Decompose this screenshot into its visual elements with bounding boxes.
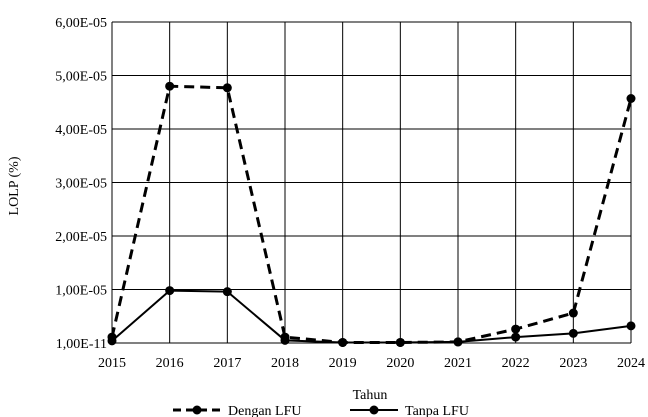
x-tick-label: 2023 xyxy=(559,356,587,371)
data-point xyxy=(626,321,636,331)
y-tick-label: 6,00E-05 xyxy=(55,16,107,31)
data-point xyxy=(107,336,117,346)
series-dengan-lfu xyxy=(107,81,636,347)
data-point xyxy=(511,324,521,334)
x-tick-label: 2020 xyxy=(386,356,414,371)
data-point xyxy=(453,337,463,347)
x-tick-label: 2017 xyxy=(213,356,241,371)
y-axis-ticks: 1,00E-11 1,00E-05 2,00E-05 3,00E-05 4,00E-05… xyxy=(55,16,107,352)
x-tick-label: 2024 xyxy=(617,356,645,371)
data-point xyxy=(338,337,348,347)
x-tick-label: 2018 xyxy=(271,356,299,371)
y-axis-title: LOLP (%) xyxy=(7,156,22,215)
x-tick-label: 2016 xyxy=(156,356,184,371)
x-tick-label: 2022 xyxy=(502,356,530,371)
y-tick-label: 1,00E-05 xyxy=(55,284,107,299)
chart-grid xyxy=(111,21,632,344)
x-tick-label: 2019 xyxy=(329,356,357,371)
legend-item-tanpa-lfu: Tanpa LFU xyxy=(350,404,469,417)
data-point xyxy=(568,308,578,318)
data-point xyxy=(222,287,232,297)
legend: Dengan LFU Tanpa LFU xyxy=(173,404,469,417)
series-lines xyxy=(107,81,636,347)
x-tick-label: 2015 xyxy=(98,356,126,371)
legend-label-tanpa-lfu: Tanpa LFU xyxy=(405,404,469,417)
y-tick-label: 1,00E-11 xyxy=(56,337,107,352)
legend-item-dengan-lfu: Dengan LFU xyxy=(173,404,302,417)
y-tick-label: 5,00E-05 xyxy=(55,70,107,85)
legend-label-dengan-lfu: Dengan LFU xyxy=(228,404,302,417)
x-tick-label: 2021 xyxy=(444,356,472,371)
y-tick-label: 4,00E-05 xyxy=(55,123,107,138)
x-axis-ticks: 2015 2016 2017 2018 2019 2020 2021 2022 2023 2024 xyxy=(98,356,645,371)
legend-marker-tanpa-lfu xyxy=(369,405,379,415)
data-point xyxy=(511,332,521,342)
x-axis-title: Tahun xyxy=(353,388,388,403)
series-tanpa-lfu xyxy=(107,286,636,347)
data-point xyxy=(165,286,175,296)
data-point xyxy=(626,94,636,104)
data-point xyxy=(395,337,405,347)
data-point xyxy=(280,335,290,345)
data-point xyxy=(165,81,175,91)
data-point xyxy=(568,328,578,338)
legend-marker-dengan-lfu xyxy=(192,405,202,415)
y-tick-label: 2,00E-05 xyxy=(55,230,107,245)
y-tick-label: 3,00E-05 xyxy=(55,177,107,192)
series-line xyxy=(110,84,633,344)
series-line xyxy=(111,289,632,344)
data-point xyxy=(222,83,232,93)
